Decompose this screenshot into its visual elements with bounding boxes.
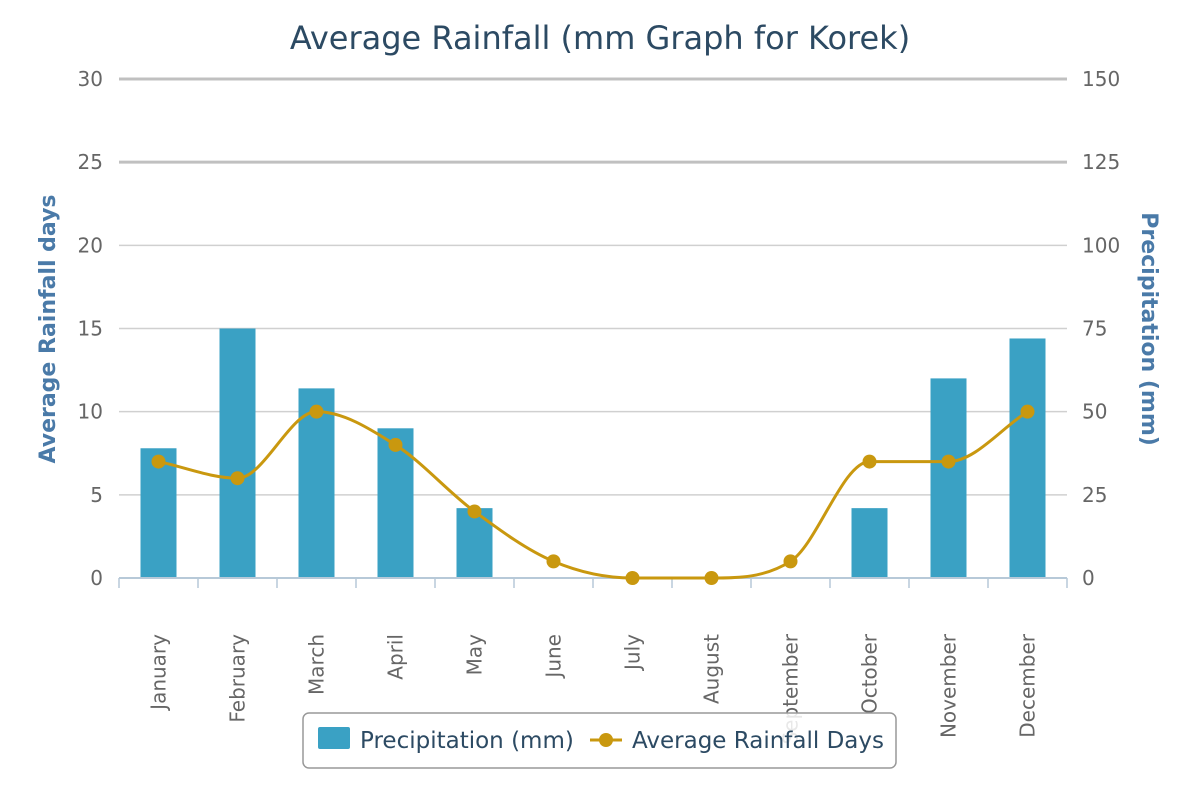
legend-item-rainfall-days[interactable]: Average Rainfall Days — [590, 728, 884, 754]
rainfall-days-point — [704, 571, 719, 585]
left-axis-ticks: 0 5 10 15 20 25 30 — [78, 67, 103, 590]
right-axis-ticks: 0 25 50 75 100 125 150 — [1082, 67, 1120, 590]
right-tick-label: 75 — [1082, 317, 1107, 341]
right-tick-label: 125 — [1082, 150, 1120, 174]
legend-label-rainfall-days: Average Rainfall Days — [632, 728, 884, 754]
left-tick-label: 5 — [90, 483, 103, 507]
x-tick-label: May — [463, 634, 487, 676]
x-tick-label: December — [1016, 633, 1040, 737]
legend-item-precipitation[interactable]: Precipitation (mm) — [318, 727, 574, 754]
precipitation-bars — [140, 328, 1046, 578]
right-axis-title: Precipitation (mm) — [1136, 212, 1161, 446]
right-tick-label: 25 — [1082, 483, 1107, 507]
precipitation-bar — [1009, 338, 1046, 578]
x-tick-label: February — [226, 634, 250, 723]
precipitation-bar — [456, 508, 493, 578]
right-tick-label: 100 — [1082, 233, 1120, 257]
x-tick-label: August — [700, 634, 724, 704]
rainfall-days-point — [151, 454, 166, 469]
legend-bar-swatch — [318, 727, 350, 749]
precipitation-bar — [930, 378, 967, 578]
chart-title: Average Rainfall (mm Graph for Korek) — [290, 19, 910, 57]
legend-label-precipitation: Precipitation (mm) — [360, 728, 574, 754]
rainfall-days-point — [625, 571, 640, 585]
rainfall-days-point — [941, 454, 956, 469]
x-tick-label: April — [384, 634, 408, 680]
left-tick-label: 25 — [78, 150, 103, 174]
rainfall-days-point — [546, 554, 561, 569]
left-tick-label: 0 — [90, 566, 103, 590]
x-tick-label: June — [542, 634, 566, 680]
right-tick-label: 50 — [1082, 400, 1107, 424]
precipitation-bar — [219, 328, 256, 578]
precipitation-bar — [851, 508, 888, 578]
left-tick-label: 10 — [78, 400, 103, 424]
left-tick-label: 20 — [78, 233, 103, 257]
rainfall-days-point — [783, 554, 798, 569]
rainfall-days-point — [309, 404, 324, 419]
x-tick-label: March — [305, 634, 329, 695]
rainfall-days-point — [862, 454, 877, 469]
left-tick-label: 30 — [78, 67, 103, 91]
rainfall-days-point — [467, 504, 482, 519]
legend-line-marker — [599, 733, 613, 747]
x-tick-label: July — [621, 634, 645, 672]
legend: Precipitation (mm) Average Rainfall Days — [302, 712, 897, 769]
right-tick-label: 150 — [1082, 67, 1120, 91]
rainfall-days-line — [151, 404, 1035, 585]
precipitation-bar — [298, 388, 335, 578]
rainfall-days-point — [388, 437, 403, 452]
x-tick-label: January — [147, 634, 171, 712]
right-tick-label: 0 — [1082, 566, 1095, 590]
gridlines — [119, 77, 1067, 496]
left-tick-label: 15 — [78, 317, 103, 341]
x-tick-label: October — [858, 633, 882, 714]
rainfall-days-point — [1020, 404, 1035, 419]
x-axis-tick-marks — [118, 578, 1068, 588]
precipitation-bar — [140, 448, 177, 578]
rainfall-days-point — [230, 471, 245, 486]
x-tick-label: November — [937, 633, 961, 738]
left-axis-title: Average Rainfall days — [36, 194, 61, 463]
